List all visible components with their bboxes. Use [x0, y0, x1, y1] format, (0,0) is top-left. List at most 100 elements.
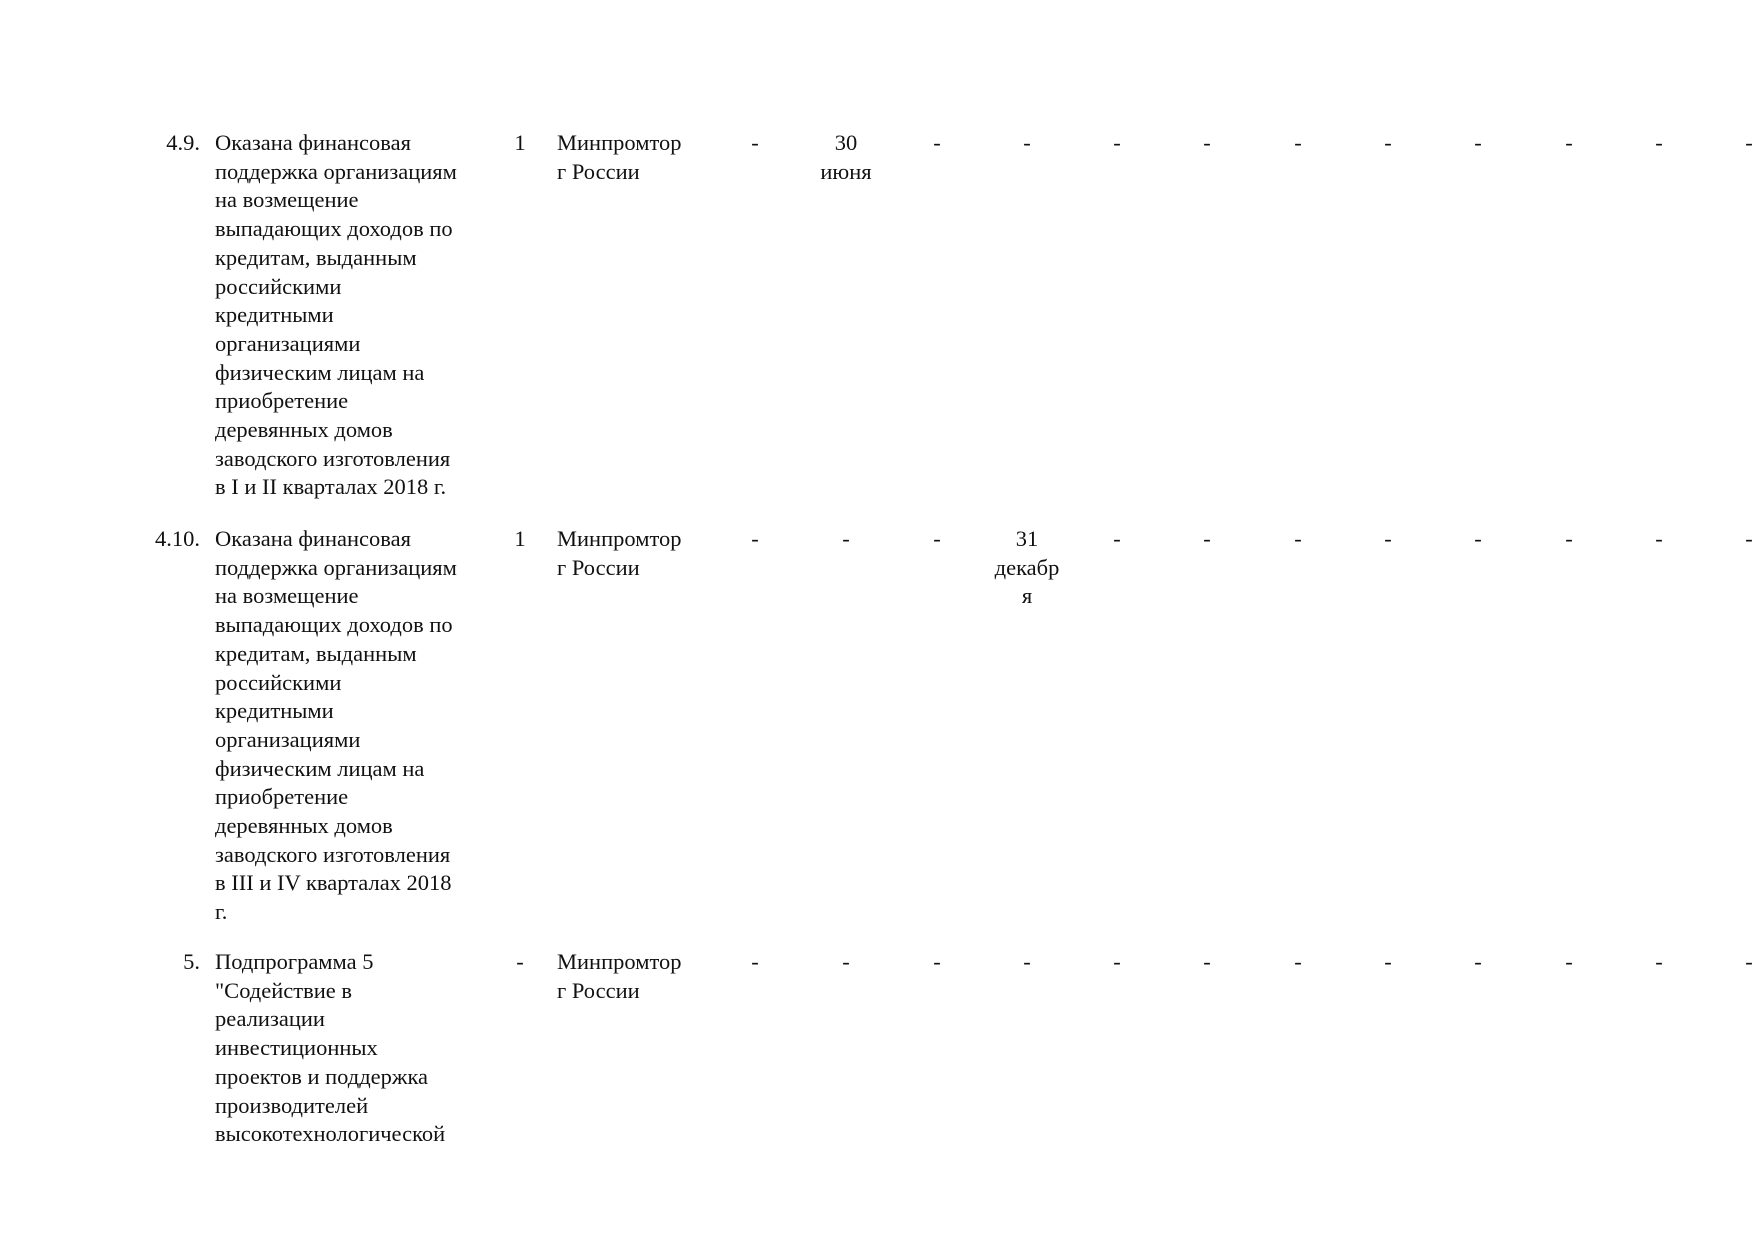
row-number: 5. [183, 949, 200, 974]
date-cell-line: декабр [994, 554, 1060, 580]
date-cell-line: - [1023, 130, 1031, 155]
description-line: кредитам, выданным [215, 244, 417, 270]
date-cell: - [982, 129, 1072, 158]
description-line: на возмещение [215, 583, 359, 609]
description-line: приобретение [215, 784, 349, 810]
date-cell: - [1072, 525, 1162, 554]
date-cell: - [1524, 129, 1614, 158]
date-cell: - [1704, 525, 1754, 554]
date-cell: - [982, 948, 1072, 977]
date-cell-line: - [842, 526, 850, 551]
date-cell: - [1704, 129, 1754, 158]
description-line: Подпрограмма 5 [215, 949, 374, 974]
date-cell-line: - [1113, 526, 1121, 551]
row-quantity: 1 [514, 526, 526, 551]
row-quantity: 1 [514, 130, 526, 155]
description-line: кредитными [215, 698, 334, 724]
date-cell-line: - [1384, 526, 1392, 551]
date-cell-line: - [1565, 130, 1573, 155]
executor-line: Минпромтор [557, 949, 682, 974]
date-cell-line: - [933, 949, 941, 974]
date-cell: - [801, 948, 891, 977]
description-line: проектов и поддержка [215, 1063, 429, 1089]
date-cell: - [1614, 525, 1704, 554]
date-cell-line: - [1203, 949, 1211, 974]
date-cell-line: - [1655, 949, 1663, 974]
row-executor: Минпромтор г России [557, 525, 737, 582]
description-line: деревянных домов [215, 813, 393, 839]
date-cell-line: я [1021, 583, 1033, 609]
date-cell-line: - [751, 949, 759, 974]
executor-line: Минпромтор [557, 526, 682, 551]
date-cell: - [710, 525, 800, 554]
date-cell-line: - [1565, 526, 1573, 551]
date-cell-line: - [751, 526, 759, 551]
date-cell-line: - [1655, 130, 1663, 155]
date-cell: - [1253, 948, 1343, 977]
description-line: "Содействие в [215, 977, 352, 1003]
date-cell-line: - [1474, 130, 1482, 155]
row-description: Оказана финансовая поддержка организациям… [215, 129, 500, 502]
date-cell-line: - [751, 130, 759, 155]
date-cell: - [1162, 129, 1252, 158]
date-cell: - [1343, 129, 1433, 158]
date-cell: - [1072, 129, 1162, 158]
date-cell-line: 30 [834, 130, 858, 155]
date-cell-line: 31 [1015, 526, 1039, 551]
description-line: в III и IV кварталах 2018 [215, 870, 452, 896]
row-executor: Минпромтор г России [557, 129, 737, 186]
description-line: поддержка организациям [215, 554, 457, 580]
date-cell-line: - [1113, 130, 1121, 155]
description-line: кредитными [215, 302, 334, 328]
description-line: российскими [215, 273, 342, 299]
date-cell: - [892, 525, 982, 554]
date-cell-line: - [1023, 949, 1031, 974]
description-line: заводского изготовления [215, 445, 451, 471]
description-line: инвестиционных [215, 1035, 378, 1061]
date-cell: 30 июня [801, 129, 891, 186]
description-line: реализации [215, 1006, 325, 1032]
description-line: Оказана финансовая [215, 526, 411, 551]
executor-line: Минпромтор [557, 130, 682, 155]
date-cell: - [710, 129, 800, 158]
row-executor: Минпромтор г России [557, 948, 737, 1005]
date-cell: - [1253, 129, 1343, 158]
date-cell-line: - [1294, 526, 1302, 551]
date-cell-line: - [1745, 130, 1753, 155]
date-cell: - [1433, 948, 1523, 977]
date-cell-line: - [1745, 949, 1753, 974]
date-cell-line: - [1294, 130, 1302, 155]
description-line: приобретение [215, 388, 349, 414]
date-cell: - [892, 129, 982, 158]
date-cell-line: - [1384, 130, 1392, 155]
description-line: российскими [215, 669, 342, 695]
row-description: Оказана финансовая поддержка организациям… [215, 525, 500, 927]
date-cell: - [1162, 525, 1252, 554]
date-cell-line: - [933, 526, 941, 551]
date-cell: 31 декабр я [982, 525, 1072, 611]
date-cell: - [1433, 525, 1523, 554]
date-cell: - [892, 948, 982, 977]
date-cell-line: - [1745, 526, 1753, 551]
description-line: физическим лицам на [215, 359, 425, 385]
row-number: 4.9. [166, 130, 200, 155]
description-line: высокотехнологической [215, 1121, 446, 1147]
description-line: кредитам, выданным [215, 640, 417, 666]
date-cell-line: - [1565, 949, 1573, 974]
date-cell: - [1524, 948, 1614, 977]
date-cell: - [1614, 948, 1704, 977]
description-line: деревянных домов [215, 417, 393, 443]
date-cell: - [1253, 525, 1343, 554]
date-cell: - [1343, 525, 1433, 554]
executor-line: г России [557, 977, 640, 1003]
date-cell-line: - [842, 949, 850, 974]
date-cell-line: - [1655, 526, 1663, 551]
date-cell: - [1162, 948, 1252, 977]
date-cell-line: - [1474, 949, 1482, 974]
date-cell: - [1524, 525, 1614, 554]
date-cell-line: - [1113, 949, 1121, 974]
executor-line: г России [557, 554, 640, 580]
description-line: организациями [215, 330, 361, 356]
row-number: 4.10. [155, 526, 200, 551]
row-quantity: - [516, 949, 524, 974]
